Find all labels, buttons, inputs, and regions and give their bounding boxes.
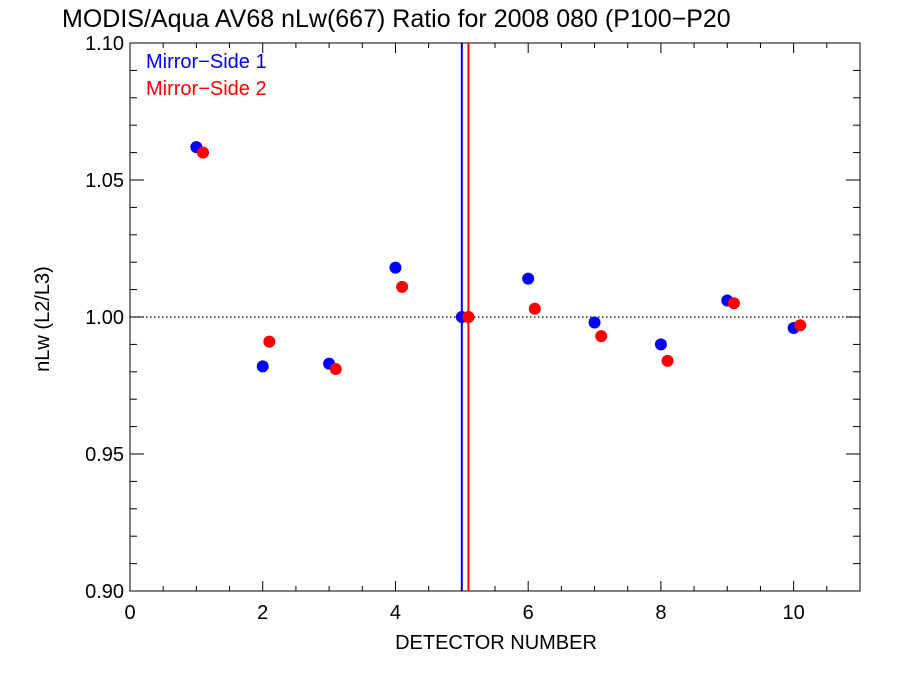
data-point-series-2 xyxy=(794,319,807,332)
y-tick-label: 1.00 xyxy=(85,307,124,329)
chart-title: MODIS/Aqua AV68 nLw(667) Ratio for 2008 … xyxy=(62,5,731,33)
y-tick-label: 1.10 xyxy=(85,33,124,55)
x-tick-label: 2 xyxy=(257,602,268,624)
data-point-series-2 xyxy=(396,280,409,293)
data-point-series-2 xyxy=(528,302,541,315)
data-point-series-1 xyxy=(389,261,402,274)
data-point-series-1 xyxy=(654,338,667,351)
data-point-series-1 xyxy=(256,360,269,373)
x-tick-label: 6 xyxy=(523,602,534,624)
data-point-series-2 xyxy=(462,311,475,323)
data-point-series-1 xyxy=(522,272,535,285)
data-point-series-2 xyxy=(329,363,342,376)
data-point-series-1 xyxy=(588,316,601,329)
data-point-series-2 xyxy=(727,297,740,310)
y-tick-label: 0.95 xyxy=(85,444,124,466)
x-tick-label: 4 xyxy=(390,602,401,624)
data-point-series-2 xyxy=(197,146,209,159)
x-tick-label: 0 xyxy=(124,602,135,624)
legend-entry-series-2: Mirror−Side 2 xyxy=(146,78,267,100)
data-point-series-2 xyxy=(595,330,608,343)
plot-area: 0 2 4 6 8 10 0.90 0.95 1.00 1.05 1.10 xyxy=(85,33,861,624)
data-point-series-2 xyxy=(661,354,674,367)
y-axis-label: nLw (L2/L3) xyxy=(32,266,54,372)
data-point-series-2 xyxy=(263,335,276,348)
x-tick-label: 10 xyxy=(783,602,805,624)
legend: Mirror−Side 1 Mirror−Side 2 xyxy=(146,51,267,100)
y-tick-label: 0.90 xyxy=(85,581,124,603)
x-tick-label: 8 xyxy=(655,602,666,624)
x-axis-label: DETECTOR NUMBER xyxy=(395,632,597,654)
y-tick-label: 1.05 xyxy=(85,170,124,192)
legend-entry-series-1: Mirror−Side 1 xyxy=(146,51,267,73)
